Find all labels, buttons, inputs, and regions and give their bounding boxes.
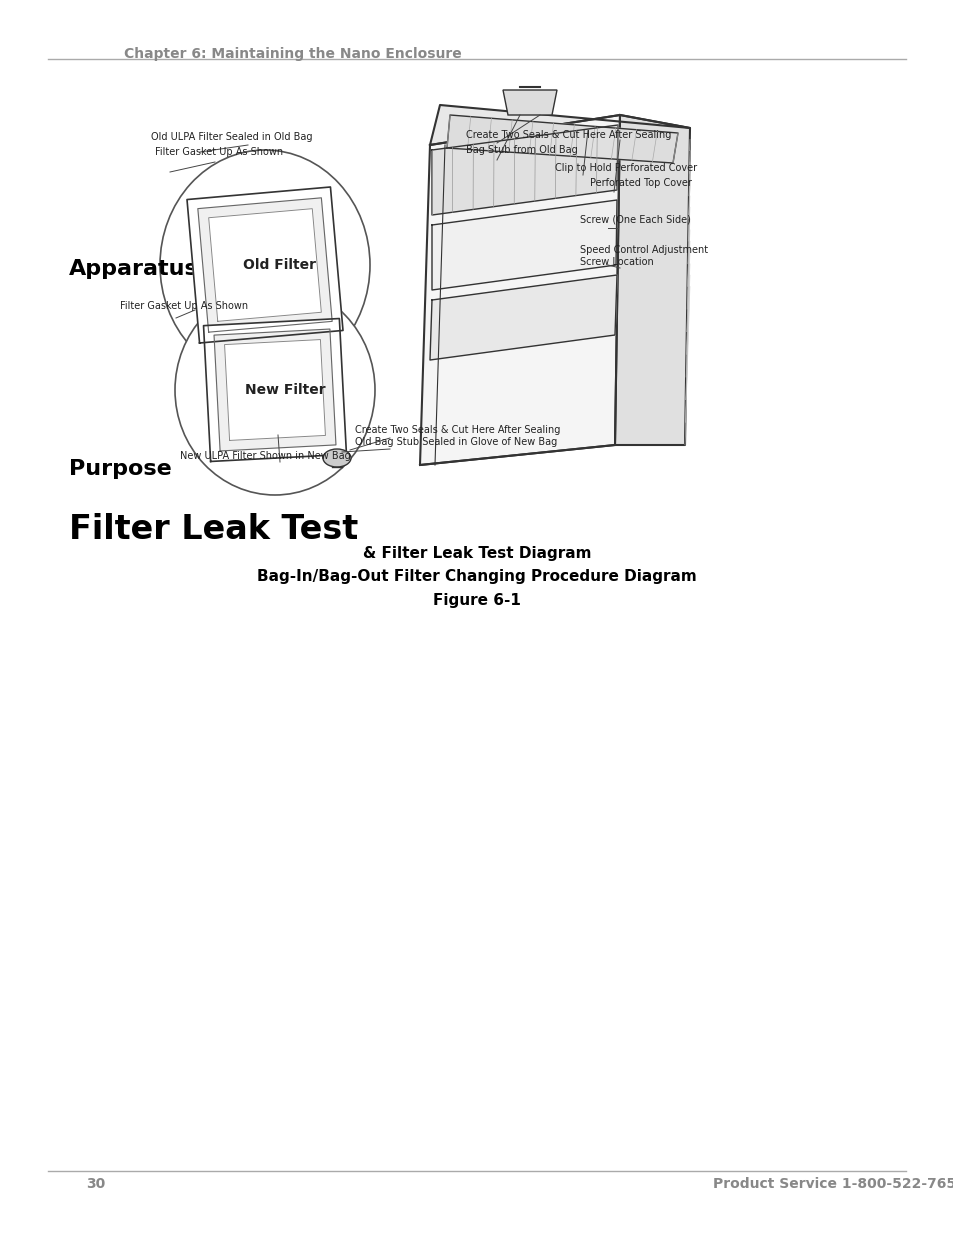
Text: Filter Leak Test: Filter Leak Test [69,513,357,546]
Text: Speed Control Adjustment: Speed Control Adjustment [579,245,707,254]
Text: Old Bag Stub Sealed in Glove of New Bag: Old Bag Stub Sealed in Glove of New Bag [355,437,557,447]
Text: Apparatus: Apparatus [69,259,198,279]
Polygon shape [432,125,618,215]
Ellipse shape [323,450,351,467]
Text: Perforated Top Cover: Perforated Top Cover [589,178,691,188]
Text: Bag-In/Bag-Out Filter Changing Procedure Diagram: Bag-In/Bag-Out Filter Changing Procedure… [257,569,696,584]
Polygon shape [615,115,689,445]
Polygon shape [419,115,619,466]
Text: Old ULPA Filter Sealed in Old Bag: Old ULPA Filter Sealed in Old Bag [151,132,313,142]
Polygon shape [213,329,335,451]
Text: Filter Gasket Up As Shown: Filter Gasket Up As Shown [120,301,248,311]
Text: Old Filter: Old Filter [243,258,316,272]
Polygon shape [224,340,325,441]
Ellipse shape [174,285,375,495]
Text: Bag Stub from Old Bag: Bag Stub from Old Bag [465,144,578,156]
Text: New ULPA Filter Shown in New Bag: New ULPA Filter Shown in New Bag [180,451,351,461]
Text: Screw (One Each Side): Screw (One Each Side) [579,215,690,225]
Polygon shape [430,275,617,359]
Text: Chapter 6: Maintaining the Nano Enclosure: Chapter 6: Maintaining the Nano Enclosur… [124,47,461,61]
Text: Purpose: Purpose [69,459,172,479]
Polygon shape [209,209,321,321]
Text: Filter Gasket Up As Shown: Filter Gasket Up As Shown [154,147,283,157]
Polygon shape [197,198,332,332]
Text: Create Two Seals & Cut Here After Sealing: Create Two Seals & Cut Here After Sealin… [355,425,559,435]
Ellipse shape [160,149,370,380]
Text: & Filter Leak Test Diagram: & Filter Leak Test Diagram [362,546,591,561]
Text: Create Two Seals & Cut Here After Sealing: Create Two Seals & Cut Here After Sealin… [465,130,671,140]
Polygon shape [432,200,617,290]
Text: Figure 6-1: Figure 6-1 [433,593,520,608]
Text: Clip to Hold Perforated Cover: Clip to Hold Perforated Cover [555,163,697,173]
Polygon shape [502,90,557,115]
Polygon shape [430,105,689,144]
Polygon shape [447,115,678,163]
Text: Screw Location: Screw Location [579,257,653,267]
Text: 30: 30 [86,1177,105,1191]
Text: New Filter: New Filter [244,383,325,396]
Polygon shape [203,319,346,462]
Text: Product Service 1-800-522-7658: Product Service 1-800-522-7658 [712,1177,953,1191]
Polygon shape [187,186,343,343]
